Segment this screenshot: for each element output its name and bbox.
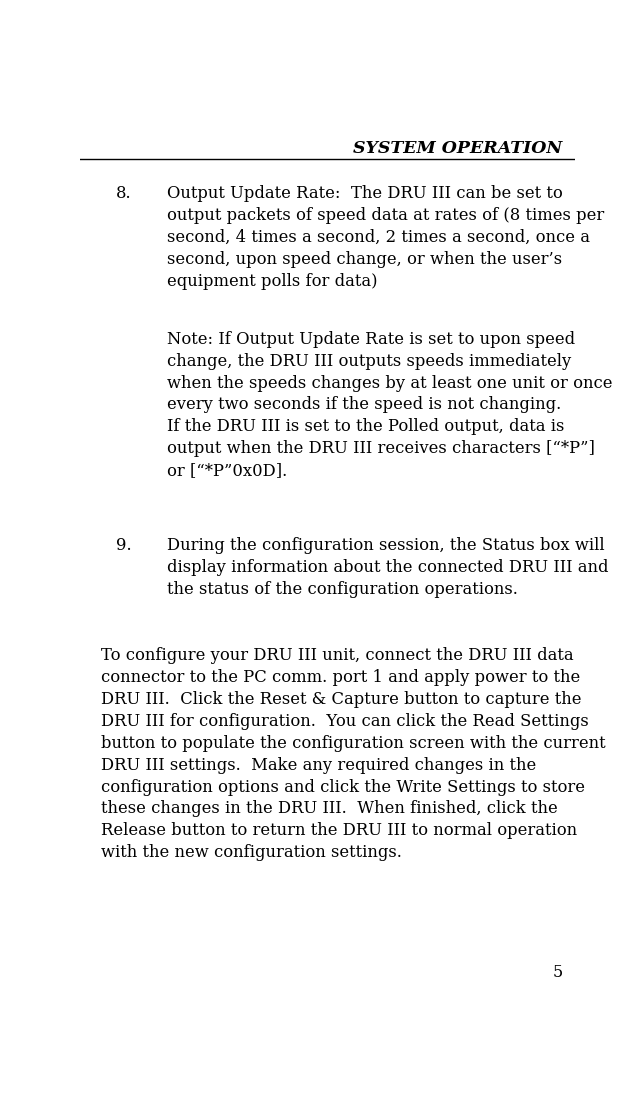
Text: 5: 5	[553, 964, 563, 981]
Text: SYSTEM OPERATION: SYSTEM OPERATION	[353, 140, 563, 157]
Text: 9.: 9.	[116, 537, 131, 554]
Text: Output Update Rate:  The DRU III can be set to
output packets of speed data at r: Output Update Rate: The DRU III can be s…	[167, 185, 604, 289]
Text: During the configuration session, the Status box will
display information about : During the configuration session, the St…	[167, 537, 608, 597]
Text: 8.: 8.	[116, 185, 131, 201]
Text: To configure your DRU III unit, connect the DRU III data
connector to the PC com: To configure your DRU III unit, connect …	[101, 647, 605, 862]
Text: Note: If Output Update Rate is set to upon speed
change, the DRU III outputs spe: Note: If Output Update Rate is set to up…	[167, 330, 612, 479]
